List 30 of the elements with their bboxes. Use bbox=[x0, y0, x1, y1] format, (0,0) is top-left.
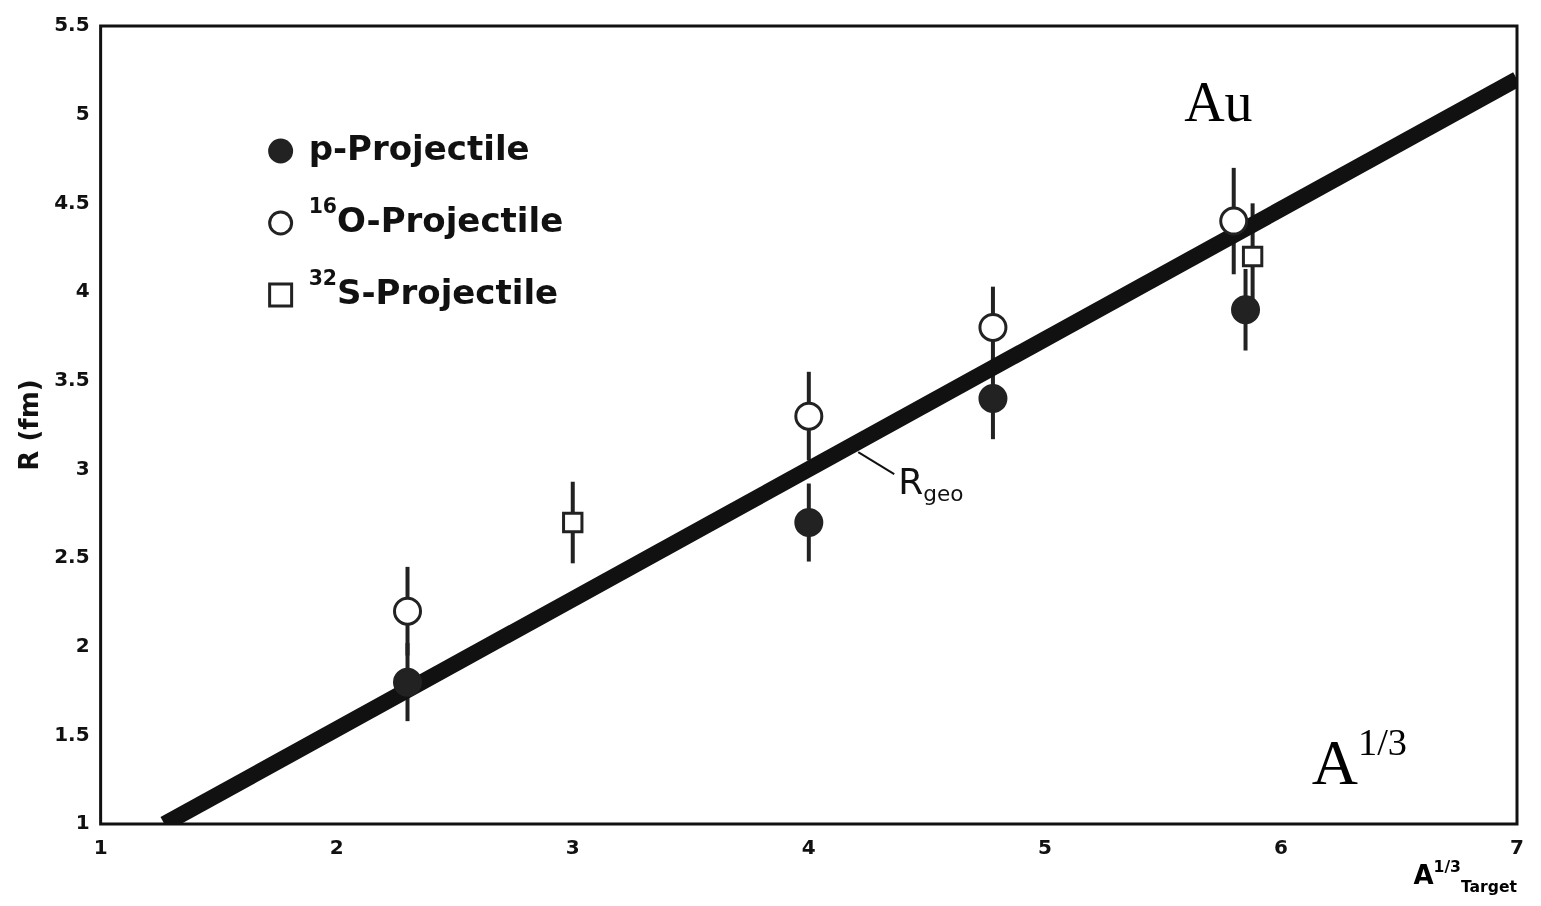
point bbox=[1241, 245, 1264, 268]
x-tick-label: 3 bbox=[565, 835, 580, 860]
y-axis-title: R (fm) bbox=[14, 379, 45, 471]
point bbox=[393, 596, 423, 626]
x-tick-label: 2 bbox=[329, 835, 344, 860]
x-tick-label: 6 bbox=[1273, 835, 1288, 860]
point bbox=[978, 383, 1008, 413]
x-tick-label: 5 bbox=[1037, 835, 1052, 860]
point bbox=[794, 508, 824, 538]
y-tick-label: 5.5 bbox=[54, 12, 90, 37]
y-tick-label: 3.5 bbox=[54, 366, 90, 391]
point bbox=[978, 312, 1008, 342]
y-tick-label: 5 bbox=[75, 100, 90, 125]
point bbox=[794, 401, 824, 431]
annotation: Au bbox=[1184, 71, 1253, 133]
y-tick-label: 2 bbox=[75, 632, 90, 657]
point bbox=[562, 511, 584, 534]
point bbox=[1219, 206, 1249, 236]
x-tick-label: 7 bbox=[1510, 835, 1524, 860]
point bbox=[1231, 295, 1261, 325]
point bbox=[393, 667, 423, 697]
y-tick-label: 4 bbox=[75, 278, 90, 303]
x-tick-label: 4 bbox=[801, 835, 816, 860]
y-tick-label: 3 bbox=[75, 455, 90, 480]
y-tick-label: 4.5 bbox=[54, 189, 90, 214]
y-tick-label: 2.5 bbox=[54, 544, 90, 569]
x-tick-label: 1 bbox=[93, 835, 108, 860]
y-tick-label: 1.5 bbox=[54, 721, 90, 746]
legend-label: p-Projectile bbox=[308, 127, 530, 168]
y-tick-label: 1 bbox=[75, 810, 90, 835]
